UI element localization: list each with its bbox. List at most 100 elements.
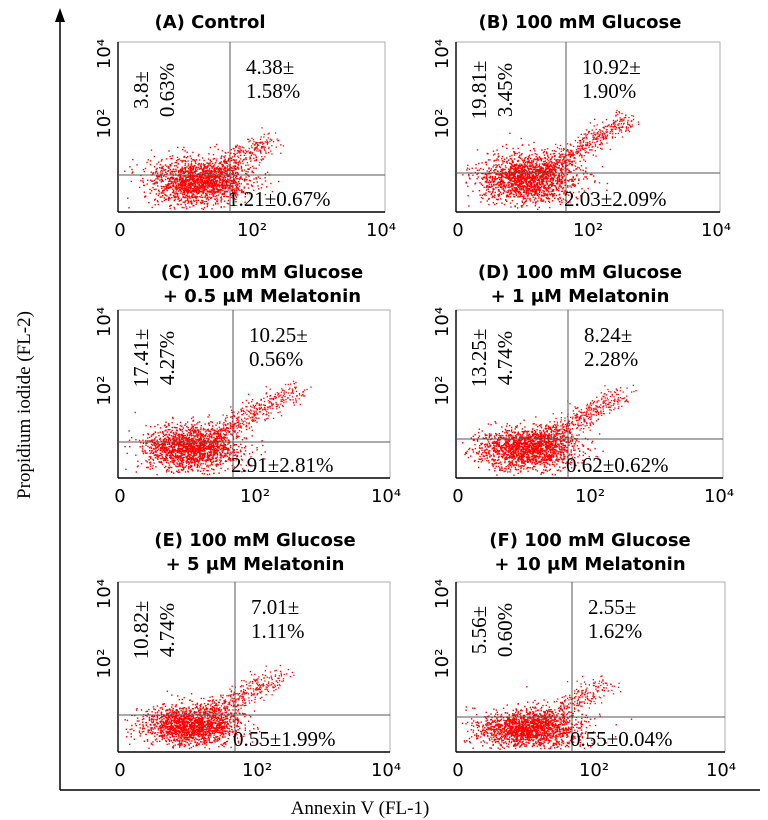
scatter-point [550,169,552,171]
scatter-point [232,185,234,188]
scatter-point [161,192,163,194]
scatter-point [244,470,247,472]
scatter-point [238,150,240,152]
scatter-point [486,174,488,176]
scatter-point [224,185,226,187]
scatter-point [260,147,262,149]
scatter-point [167,177,169,179]
scatter-point [202,170,204,172]
scatter-point [558,167,560,169]
scatter-point [570,154,572,156]
scatter-point [215,160,218,162]
scatter-point [503,185,505,187]
scatter-point [569,178,571,181]
scatter-point [154,442,156,445]
scatter-point [545,167,547,169]
scatter-point [193,175,195,178]
scatter-point [203,191,205,194]
scatter-point [534,189,536,192]
scatter-point [572,154,575,156]
scatter-point [178,169,180,172]
scatter-point [564,153,566,155]
scatter-point [219,172,221,174]
scatter-point [190,464,192,467]
scatter-point [249,156,251,158]
scatter-point [533,168,535,171]
scatter-point [580,149,582,152]
scatter-point [550,191,552,193]
scatter-point [207,196,209,198]
scatter-point [260,136,262,138]
scatter-point [212,179,215,181]
scatter-point [550,193,553,195]
scatter-point [197,188,200,190]
scatter-point [199,454,201,457]
scatter-point [181,192,183,194]
scatter-point [541,191,543,194]
scatter-point [277,140,279,142]
scatter-point [581,138,584,141]
scatter-point [554,168,556,170]
scatter-point [155,193,157,195]
scatter-point [507,182,509,184]
scatter-point [527,184,529,186]
scatter-point [501,173,503,175]
scatter-point [557,183,559,185]
scatter-point [192,151,194,154]
scatter-point [194,185,196,188]
scatter-point [204,200,206,203]
scatter-point [554,170,556,172]
scatter-point [239,177,241,179]
scatter-point [513,181,515,183]
scatter-point [170,435,173,437]
scatter-point [538,186,540,189]
scatter-point [547,193,549,195]
scatter-point [179,168,182,170]
scatter-point [514,168,517,170]
scatter-point [247,168,249,170]
scatter-point [534,169,536,171]
scatter-point [163,197,165,199]
scatter-point [186,185,188,188]
scatter-point [270,182,272,185]
scatter-point [204,174,206,177]
scatter-point [250,152,252,154]
scatter-point [189,190,191,193]
scatter-point [518,195,520,197]
scatter-point [546,173,548,176]
scatter-point [177,458,180,460]
scatter-point [549,158,551,161]
scatter-point [558,174,561,177]
scatter-point [535,166,537,168]
scatter-point [532,188,535,190]
scatter-point [255,141,257,143]
scatter-point [154,456,156,459]
scatter-point [245,445,247,447]
scatter-point [498,185,500,187]
scatter-point [191,425,193,427]
scatter-point [511,174,514,176]
scatter-point [170,466,173,469]
scatter-point [206,162,208,164]
scatter-point [215,182,218,184]
scatter-point [203,203,206,205]
scatter-point [232,196,234,198]
scatter-point [552,190,554,192]
scatter-point [191,442,193,445]
scatter-point [187,471,189,473]
scatter-point [552,177,554,179]
scatter-point [602,126,604,129]
scatter-point [467,195,469,197]
scatter-point [514,173,516,175]
scatter-point [516,188,518,190]
scatter-point [485,176,487,178]
scatter-point [534,163,537,165]
scatter-point [224,186,226,188]
scatter-point [504,165,507,167]
scatter-point [238,182,241,185]
scatter-point [224,155,226,157]
scatter-point [184,187,187,190]
scatter-point [515,182,517,184]
scatter-point [519,154,521,157]
